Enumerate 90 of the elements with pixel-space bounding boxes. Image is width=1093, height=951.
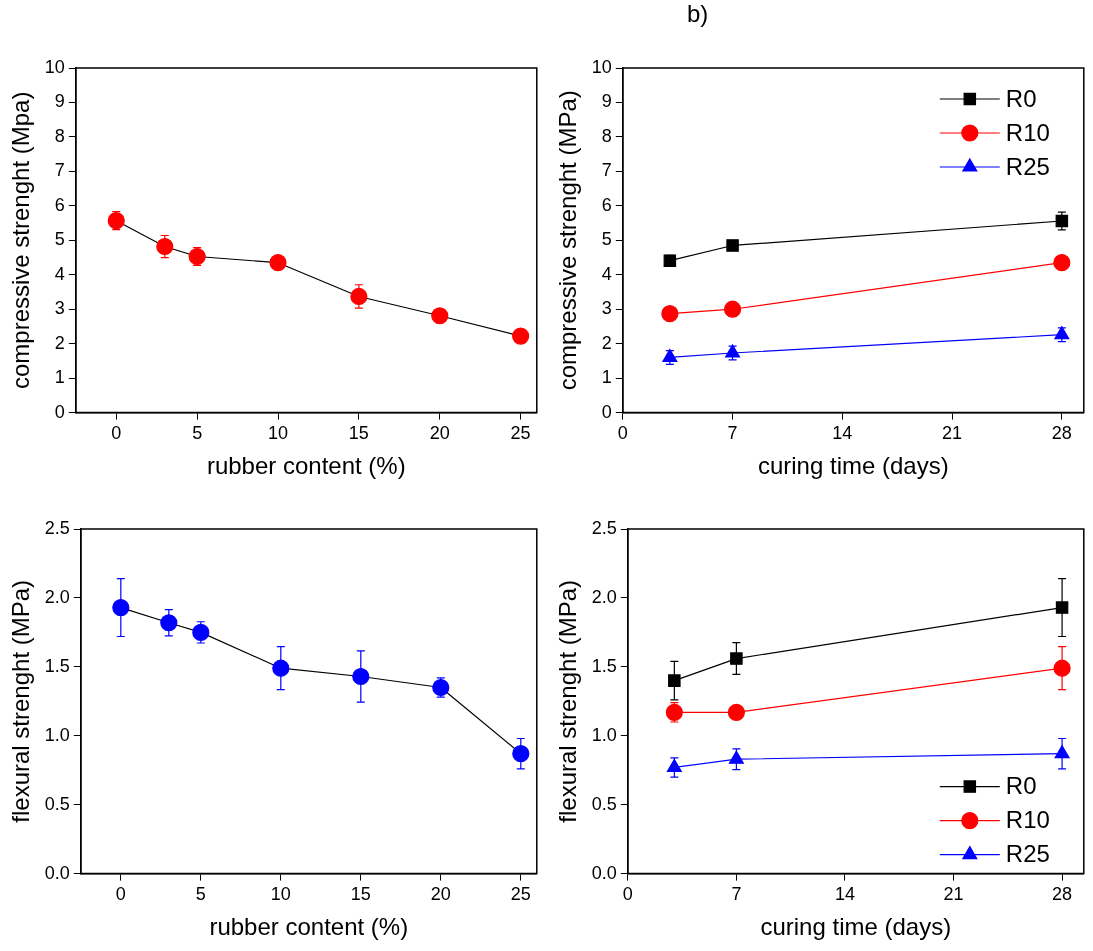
y-tick-label: 1 (54, 367, 65, 388)
y-tick-label: 9 (54, 91, 65, 112)
y-tick-label: 4 (54, 263, 65, 284)
y-axis-title: compressive strenght (Mpa) (7, 91, 35, 390)
y-tick-label: 10 (44, 56, 65, 77)
y-tick-label: 6 (601, 194, 612, 215)
point (269, 254, 287, 272)
y-axis-title: compressive strenght (MPa) (554, 90, 582, 391)
point (432, 678, 450, 697)
y-tick-label: 8 (54, 125, 65, 146)
y-tick-label: 2 (54, 332, 65, 353)
y-tick-label: 5 (54, 229, 65, 250)
x-tick-label: 5 (195, 884, 206, 905)
x-tick-label: 28 (1052, 884, 1073, 905)
point (730, 652, 743, 665)
y-tick-label: 8 (601, 125, 612, 146)
point (728, 750, 744, 764)
y-tick-label: 4 (601, 263, 612, 284)
y-tick-label: 9 (601, 91, 612, 112)
y-tick-label: 10 (591, 56, 612, 77)
x-tick-label: 0 (115, 884, 126, 905)
text: b) (687, 0, 709, 28)
y-tick-label: 0.5 (44, 793, 70, 814)
point (665, 703, 683, 721)
x-tick-label: 15 (350, 884, 371, 905)
y-tick-label: 0 (54, 401, 65, 422)
point (192, 623, 210, 641)
x-axis-title: curing time (days) (757, 452, 949, 480)
x-tick-label: 20 (430, 884, 451, 905)
point (512, 745, 530, 763)
legend-label: R0 (1005, 772, 1037, 800)
y-tick-label: 1 (601, 367, 612, 388)
point (107, 212, 125, 230)
y-axis-title: flexural strenght (MPa) (554, 579, 582, 823)
legend-label: R0 (1005, 84, 1037, 112)
y-tick-label: 2.0 (591, 586, 617, 607)
point (112, 598, 130, 617)
y-tick-label: 2 (601, 332, 612, 353)
y-tick-label: 0.0 (44, 862, 70, 883)
y-tick-label: 7 (54, 160, 65, 181)
point (156, 237, 174, 256)
legend-label: R10 (1005, 118, 1050, 146)
point (727, 703, 745, 721)
y-axis-title: flexural strenght (MPa) (7, 579, 35, 823)
y-tick-label: 2.5 (591, 517, 617, 538)
x-tick-label: 21 (942, 423, 963, 444)
x-tick-label: 14 (834, 884, 855, 905)
y-tick-label: 1.5 (44, 655, 70, 676)
x-tick-label: 15 (348, 423, 369, 444)
x-tick-label: 14 (832, 423, 853, 444)
x-tick-label: 25 (510, 884, 531, 905)
legend-label: R25 (1005, 840, 1050, 868)
y-tick-label: 0.0 (591, 862, 617, 883)
point (160, 614, 178, 632)
x-tick-label: 7 (731, 884, 742, 905)
y-tick-label: 1.0 (44, 724, 70, 745)
y-tick-label: 3 (601, 298, 612, 319)
y-tick-label: 3 (54, 298, 65, 319)
y-tick-label: 0 (601, 401, 612, 422)
y-tick-label: 7 (601, 160, 612, 181)
point (1053, 254, 1071, 272)
x-tick-label: 0 (622, 884, 633, 905)
x-tick-label: 25 (510, 423, 531, 444)
x-tick-label: 21 (943, 884, 964, 905)
point (431, 307, 449, 325)
point (272, 659, 290, 677)
point (512, 327, 530, 345)
y-tick-label: 2.5 (44, 517, 70, 538)
point (668, 674, 681, 687)
x-tick-label: 10 (267, 423, 289, 444)
point (352, 667, 370, 686)
x-tick-label: 0 (111, 423, 122, 444)
y-tick-label: 1.0 (591, 724, 617, 745)
point (726, 239, 739, 252)
legend-label: R10 (1005, 806, 1050, 834)
y-tick-label: 5 (601, 229, 612, 250)
x-tick-label: 7 (727, 423, 738, 444)
x-axis-title: rubber content (%) (209, 913, 409, 941)
y-tick-label: 6 (54, 194, 65, 215)
x-tick-label: 20 (429, 423, 450, 444)
x-tick-label: 28 (1051, 423, 1072, 444)
x-tick-label: 10 (270, 884, 291, 905)
y-tick-label: 1.5 (591, 655, 617, 676)
legend-label: R25 (1005, 152, 1050, 180)
x-axis-title: rubber content (%) (206, 452, 406, 480)
y-tick-label: 0.5 (591, 793, 617, 814)
x-axis-title: curing time (days) (760, 913, 952, 941)
y-tick-label: 2.0 (44, 586, 70, 607)
x-tick-label: 5 (192, 423, 203, 444)
point (661, 305, 679, 323)
